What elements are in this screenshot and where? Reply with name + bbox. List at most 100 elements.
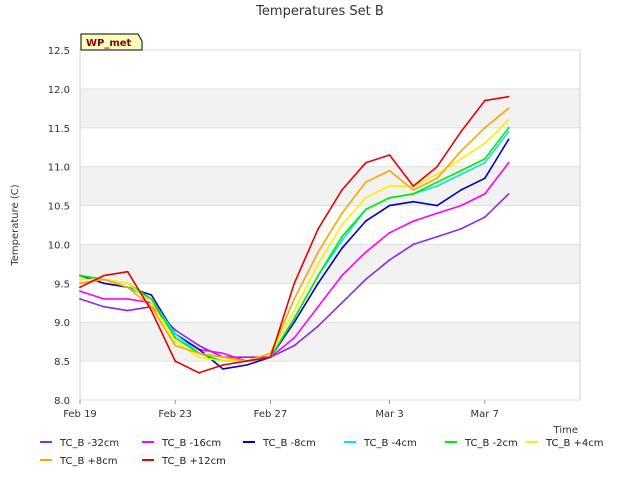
data-point — [198, 344, 200, 347]
y-tick-label: 8.0 — [54, 396, 70, 407]
legend-label: TC_B -8cm — [262, 438, 316, 449]
data-point — [388, 185, 391, 188]
data-point — [150, 305, 153, 308]
y-tick-label: 10.5 — [48, 202, 70, 213]
data-point — [150, 301, 153, 304]
data-point — [293, 321, 296, 324]
data-point — [150, 297, 153, 300]
data-point — [317, 274, 319, 277]
data-point — [364, 208, 367, 211]
data-point — [174, 329, 177, 331]
y-tick-label: 10.0 — [48, 240, 70, 251]
grid-band — [80, 166, 580, 206]
data-point — [507, 107, 510, 110]
y-tick-label: 12.0 — [48, 85, 70, 96]
x-axis-ticks: Feb 19 Feb 23 Feb 27 Mar 3 Mar 7 — [63, 400, 499, 420]
y-tick-label: 11.5 — [48, 124, 70, 135]
data-point — [483, 161, 486, 164]
data-point — [364, 196, 367, 199]
legend-label: TC_B -32cm — [59, 438, 119, 449]
data-point — [150, 294, 153, 296]
y-axis-ticks: 8.0 8.5 9.0 9.5 10.0 10.5 11.0 11.5 12.0 12.5 — [48, 46, 580, 407]
data-point — [245, 360, 248, 363]
data-point — [460, 189, 462, 191]
data-point — [483, 157, 486, 160]
data-point — [388, 259, 391, 261]
data-point — [412, 189, 415, 191]
data-point — [460, 150, 462, 153]
data-point — [102, 305, 105, 308]
x-tick-label: Feb 19 — [63, 409, 97, 420]
data-point — [507, 95, 510, 98]
data-point — [483, 99, 486, 102]
data-point — [436, 185, 439, 188]
grid-bands — [80, 88, 580, 362]
data-point — [221, 364, 224, 366]
data-point — [507, 130, 510, 133]
data-point — [436, 165, 439, 168]
data-point — [388, 231, 391, 234]
data-point — [483, 216, 486, 219]
legend-label: TC_B -2cm — [464, 438, 518, 449]
data-point — [412, 220, 415, 223]
data-point — [174, 344, 177, 347]
legend-label: TC_B +12cm — [161, 456, 226, 467]
data-point — [102, 274, 105, 277]
y-axis-label: Temperature (C) — [10, 184, 21, 266]
data-point — [198, 352, 200, 355]
data-point — [102, 278, 105, 281]
data-point — [102, 282, 105, 285]
data-point — [341, 212, 343, 215]
data-point — [174, 340, 177, 343]
data-point — [436, 181, 439, 184]
data-point — [388, 154, 391, 156]
data-point — [364, 278, 367, 281]
data-point — [364, 181, 367, 184]
x-tick-label: Feb 23 — [158, 409, 192, 420]
x-axis-label: Time — [553, 425, 578, 436]
data-point — [412, 192, 415, 195]
data-point — [293, 309, 296, 312]
data-point — [436, 177, 439, 180]
wp-met-badge: WP_met — [80, 33, 143, 51]
data-point — [293, 282, 296, 285]
data-point — [126, 270, 129, 273]
y-tick-label: 12.5 — [48, 46, 70, 57]
data-point — [460, 204, 462, 207]
data-point — [317, 251, 319, 254]
data-point — [221, 367, 224, 370]
data-point — [507, 161, 510, 164]
grid-band — [80, 322, 580, 362]
data-point — [412, 200, 415, 203]
x-tick-label: Mar 3 — [375, 409, 403, 420]
data-point — [364, 161, 367, 164]
data-point — [221, 356, 224, 359]
y-tick-label: 9.0 — [54, 318, 70, 329]
data-point — [293, 317, 296, 320]
data-point — [245, 364, 248, 366]
series-lines — [79, 95, 510, 374]
x-tick-label: Mar 7 — [471, 409, 499, 420]
data-point — [341, 301, 343, 304]
data-point — [174, 336, 177, 339]
data-point — [507, 119, 510, 121]
grid-band — [80, 244, 580, 284]
data-point — [341, 224, 343, 226]
data-point — [221, 360, 224, 363]
data-point — [269, 356, 272, 359]
data-point — [317, 282, 319, 285]
data-point — [507, 192, 510, 195]
data-point — [483, 126, 486, 129]
data-point — [317, 325, 319, 328]
data-point — [198, 371, 200, 374]
data-point — [483, 142, 486, 145]
data-point — [364, 220, 367, 223]
data-point — [460, 130, 462, 133]
legend-label: TC_B +4cm — [545, 438, 604, 449]
data-point — [341, 247, 343, 250]
data-point — [126, 286, 129, 289]
legend: TC_B -32cm TC_B -16cm TC_B -8cm TC_B -4cm TC… — [40, 438, 604, 467]
data-point — [436, 212, 439, 215]
y-tick-label: 9.5 — [54, 279, 70, 290]
